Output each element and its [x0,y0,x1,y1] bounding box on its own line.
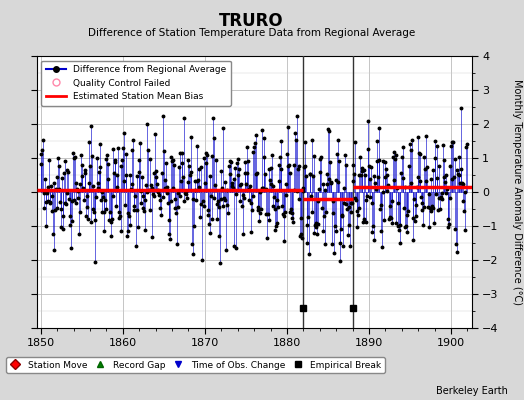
Text: TRURO: TRURO [219,12,284,30]
Legend: Station Move, Record Gap, Time of Obs. Change, Empirical Break: Station Move, Record Gap, Time of Obs. C… [6,357,385,373]
Text: Berkeley Earth: Berkeley Earth [436,386,508,396]
Text: Difference of Station Temperature Data from Regional Average: Difference of Station Temperature Data f… [88,28,415,38]
Y-axis label: Monthly Temperature Anomaly Difference (°C): Monthly Temperature Anomaly Difference (… [512,79,522,305]
